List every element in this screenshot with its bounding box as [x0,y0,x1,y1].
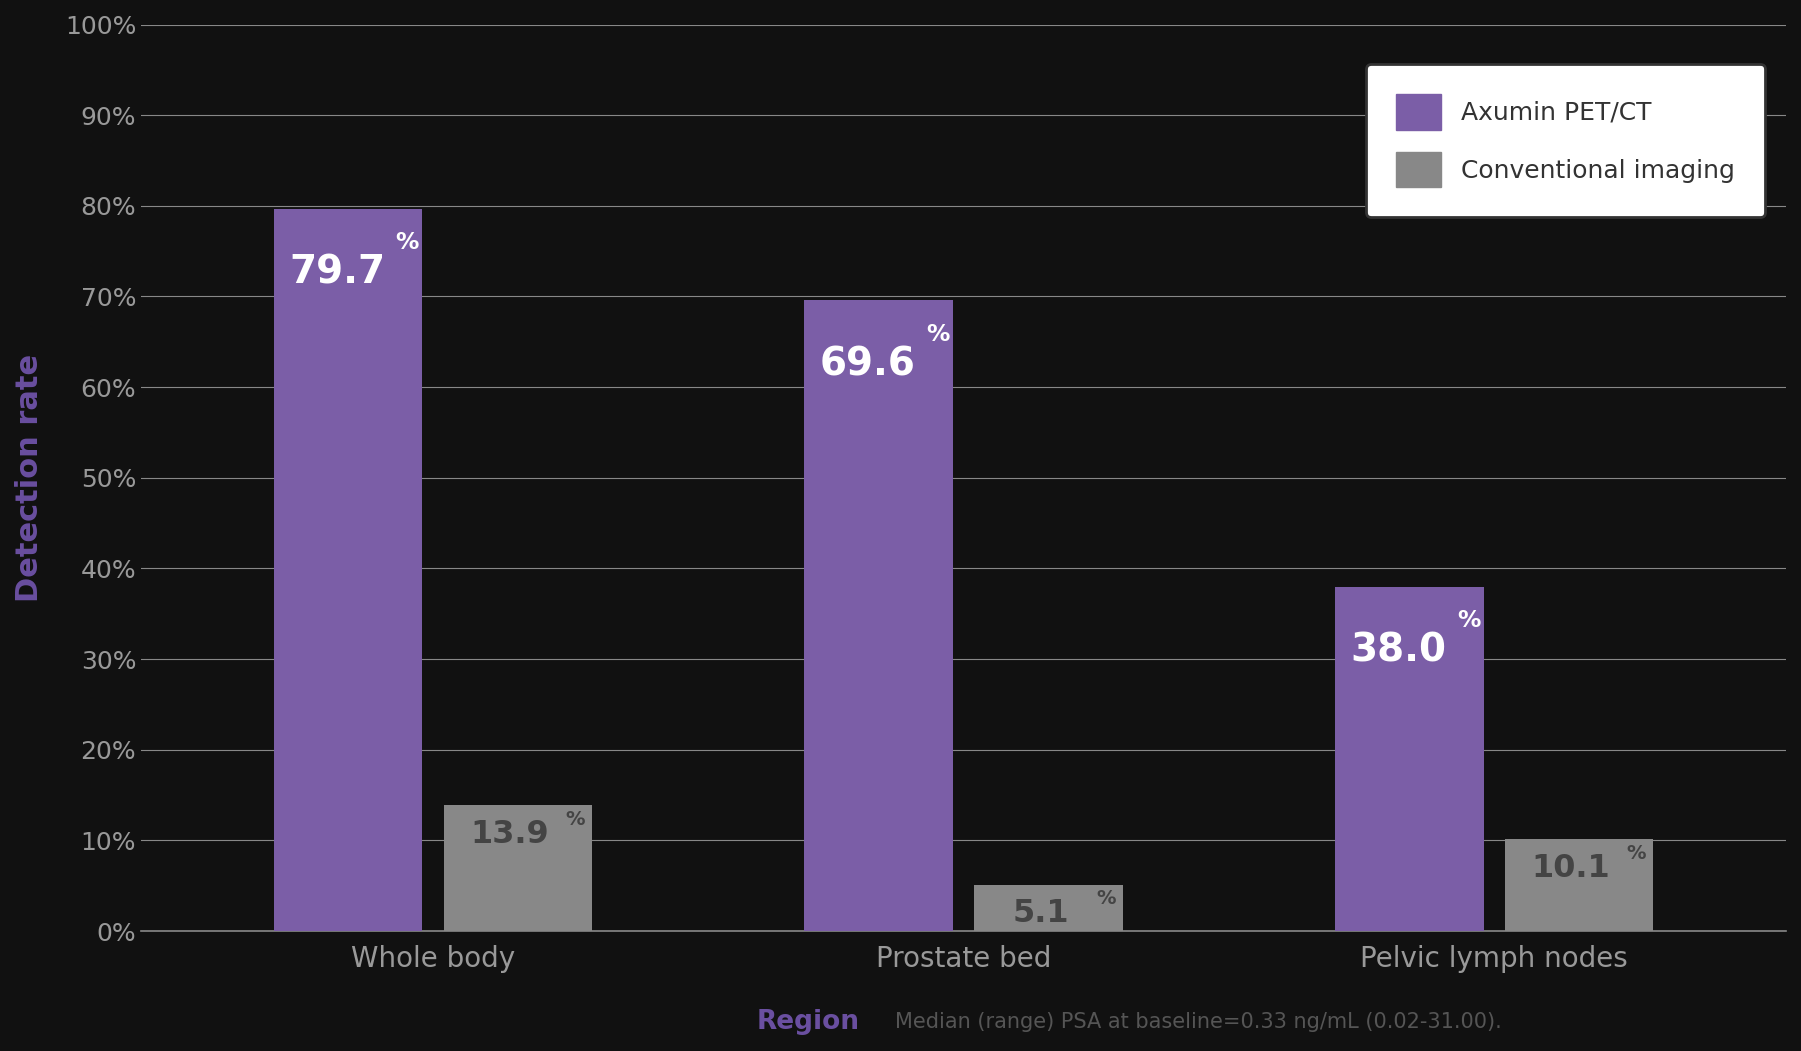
Bar [1335,586,1484,931]
Bar [274,208,421,931]
Bar [974,885,1122,931]
Text: %: % [566,809,585,828]
Text: 13.9: 13.9 [470,819,549,849]
Bar [1506,840,1653,931]
Text: %: % [396,231,420,254]
Text: 5.1: 5.1 [1012,899,1068,929]
Y-axis label: Detection rate: Detection rate [14,354,43,602]
Text: %: % [1457,610,1480,633]
Text: Region: Region [756,1009,859,1034]
Text: %: % [1097,889,1115,908]
Text: 38.0: 38.0 [1351,632,1446,669]
Bar [805,301,953,931]
Text: 69.6: 69.6 [819,346,917,384]
Text: 10.1: 10.1 [1531,853,1610,884]
Bar [443,805,593,931]
Text: %: % [926,323,949,346]
Text: 79.7: 79.7 [290,254,385,292]
Text: %: % [1626,844,1646,863]
Text: Median (range) PSA at baseline=0.33 ng/mL (0.02-31.00).: Median (range) PSA at baseline=0.33 ng/m… [895,1011,1502,1032]
Legend: Axumin PET/CT, Conventional imaging: Axumin PET/CT, Conventional imaging [1367,64,1765,218]
